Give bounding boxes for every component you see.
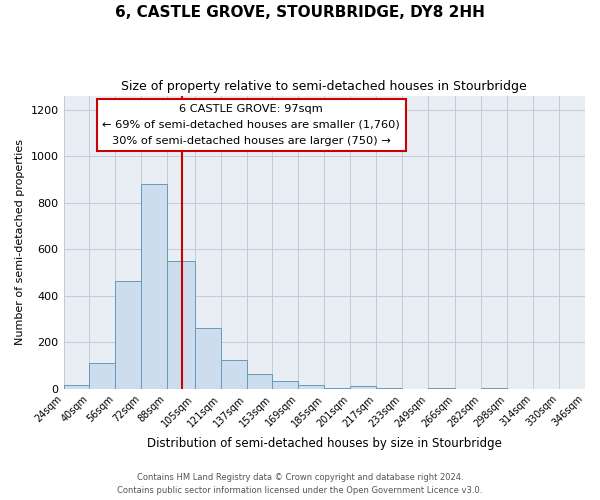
Bar [350, 386, 376, 389]
Bar [272, 380, 298, 389]
Bar [89, 364, 115, 389]
Bar [247, 374, 272, 389]
Bar [115, 280, 141, 389]
Bar [141, 184, 167, 389]
Title: Size of property relative to semi-detached houses in Stourbridge: Size of property relative to semi-detach… [121, 80, 527, 93]
Bar [324, 388, 350, 389]
Text: 6, CASTLE GROVE, STOURBRIDGE, DY8 2HH: 6, CASTLE GROVE, STOURBRIDGE, DY8 2HH [115, 5, 485, 20]
Y-axis label: Number of semi-detached properties: Number of semi-detached properties [15, 139, 25, 345]
Bar [376, 388, 402, 389]
Bar [64, 386, 89, 389]
Text: Contains HM Land Registry data © Crown copyright and database right 2024.
Contai: Contains HM Land Registry data © Crown c… [118, 474, 482, 495]
Bar [167, 261, 195, 389]
Bar [298, 384, 324, 389]
Text: 6 CASTLE GROVE: 97sqm
← 69% of semi-detached houses are smaller (1,760)
30% of s: 6 CASTLE GROVE: 97sqm ← 69% of semi-deta… [103, 104, 400, 146]
Bar [221, 360, 247, 389]
Bar [481, 388, 507, 389]
Bar [428, 388, 455, 389]
X-axis label: Distribution of semi-detached houses by size in Stourbridge: Distribution of semi-detached houses by … [147, 437, 502, 450]
Bar [195, 328, 221, 389]
